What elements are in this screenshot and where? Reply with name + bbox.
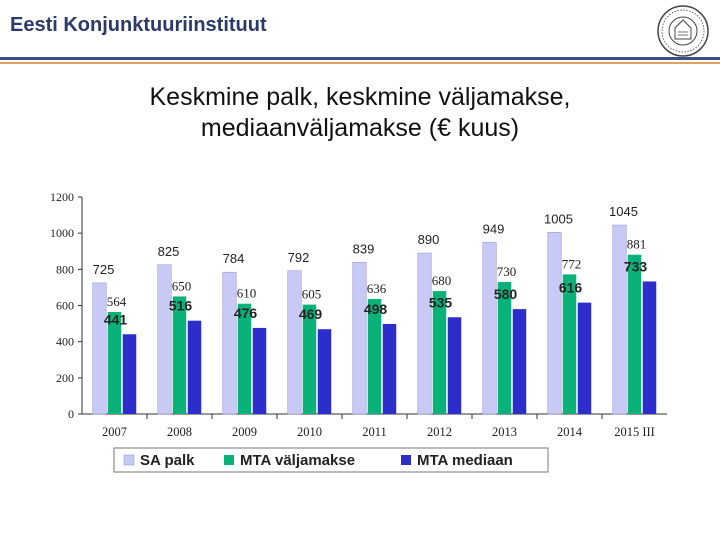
y-tick-label: 0 <box>68 407 74 421</box>
bar-mta-v-ljamakse <box>562 274 577 414</box>
data-label: 616 <box>559 280 583 296</box>
bar-mta-mediaan <box>512 309 527 414</box>
bar-mta-mediaan <box>122 334 137 414</box>
x-tick-label: 2012 <box>427 425 452 439</box>
data-label: 725 <box>93 262 115 277</box>
y-tick-label: 400 <box>56 335 74 349</box>
legend-label: MTA mediaan <box>417 452 513 469</box>
bar-mta-mediaan <box>447 317 462 414</box>
data-label: 650 <box>172 278 192 293</box>
slide-title-line-2: mediaanväljamakse (€ kuus) <box>200 114 520 142</box>
bar-sa-palk <box>482 242 497 415</box>
chart-data-labels: 725 564 441 825 650 516 784 610 476 792 605 469 839 6… <box>93 204 648 327</box>
data-label: 839 <box>353 241 375 256</box>
chart-bars <box>92 224 657 415</box>
x-tick-label: 2008 <box>167 425 192 439</box>
y-tick-label: 1200 <box>50 190 74 204</box>
x-tick-label: 2014 <box>557 425 583 439</box>
legend-label: SA palk <box>140 452 195 469</box>
legend-box <box>113 447 549 473</box>
header-rule <box>0 57 720 60</box>
x-tick-label: 2013 <box>492 425 517 439</box>
bar-mta-v-ljamakse <box>627 254 642 414</box>
institute-seal-icon <box>657 5 709 57</box>
bar-sa-palk <box>92 282 107 415</box>
bar-mta-v-ljamakse <box>237 303 252 414</box>
x-tick-label: 2011 <box>362 425 387 439</box>
data-label: 680 <box>432 273 452 288</box>
data-label: 1005 <box>544 211 573 226</box>
y-tick-label: 600 <box>56 299 74 313</box>
bar-mta-v-ljamakse <box>367 298 382 414</box>
bar-mta-mediaan <box>577 302 592 414</box>
y-tick-label: 200 <box>56 371 74 385</box>
legend-swatch <box>224 455 234 465</box>
data-label: 1045 <box>609 204 638 219</box>
data-label: 535 <box>429 294 453 310</box>
bar-mta-v-ljamakse <box>107 312 122 414</box>
data-label: 441 <box>104 311 128 327</box>
data-label: 610 <box>237 286 257 301</box>
bar-mta-mediaan <box>382 323 397 414</box>
bar-mta-mediaan <box>187 320 202 414</box>
data-label: 890 <box>418 232 440 247</box>
bar-sa-palk <box>222 271 237 415</box>
data-label: 469 <box>299 306 323 322</box>
legend-swatch <box>401 455 411 465</box>
bar-mta-mediaan <box>317 329 332 414</box>
data-label: 733 <box>624 258 648 274</box>
data-label: 825 <box>158 244 180 259</box>
chart-legend: SA palk MTA väljamakse MTA mediaan <box>113 447 549 473</box>
bar-mta-v-ljamakse <box>497 281 512 414</box>
bar-sa-palk <box>417 252 432 415</box>
data-label: 784 <box>223 251 245 266</box>
data-label: 580 <box>494 286 518 302</box>
chart-axes: 0 200 400 600 800 1000 1200 2007 2008 2009 2010 201… <box>50 190 667 439</box>
bar-sa-palk <box>547 231 562 415</box>
x-tick-label: 2007 <box>102 425 127 439</box>
slide-title-line-1: Keskmine palk, keskmine väljamakse, <box>149 83 571 111</box>
data-label: 949 <box>483 221 505 236</box>
legend-label: MTA väljamakse <box>240 452 355 469</box>
header-rule-accent <box>0 62 720 64</box>
data-label: 476 <box>234 305 258 321</box>
data-label: 772 <box>562 256 582 271</box>
data-label: 636 <box>367 281 387 296</box>
org-name: Eesti Konjunktuuriinstituut <box>10 14 267 36</box>
bar-mta-v-ljamakse <box>172 296 187 414</box>
data-label: 792 <box>288 250 310 265</box>
data-label: 516 <box>169 298 193 314</box>
bar-mta-v-ljamakse <box>432 291 447 414</box>
bar-mta-v-ljamakse <box>302 304 317 414</box>
bar-sa-palk <box>157 264 172 415</box>
y-tick-label: 800 <box>56 262 74 276</box>
data-label: 605 <box>302 287 322 302</box>
bar-mta-mediaan <box>642 281 657 414</box>
data-label: 498 <box>364 301 388 317</box>
data-label: 730 <box>497 264 517 279</box>
slide-title: Keskmine palk, keskmine väljamakse, medi… <box>60 82 660 144</box>
bar-sa-palk <box>287 270 302 415</box>
bar-sa-palk <box>352 261 367 415</box>
bar-sa-palk <box>612 224 627 415</box>
y-tick-label: 1000 <box>50 226 74 240</box>
data-label: 881 <box>627 237 647 252</box>
data-label: 564 <box>107 294 127 309</box>
x-tick-label: 2015 III <box>614 425 655 439</box>
bar-mta-mediaan <box>252 327 267 414</box>
legend-swatch <box>123 454 135 466</box>
x-tick-label: 2009 <box>232 425 257 439</box>
x-tick-label: 2010 <box>297 425 322 439</box>
